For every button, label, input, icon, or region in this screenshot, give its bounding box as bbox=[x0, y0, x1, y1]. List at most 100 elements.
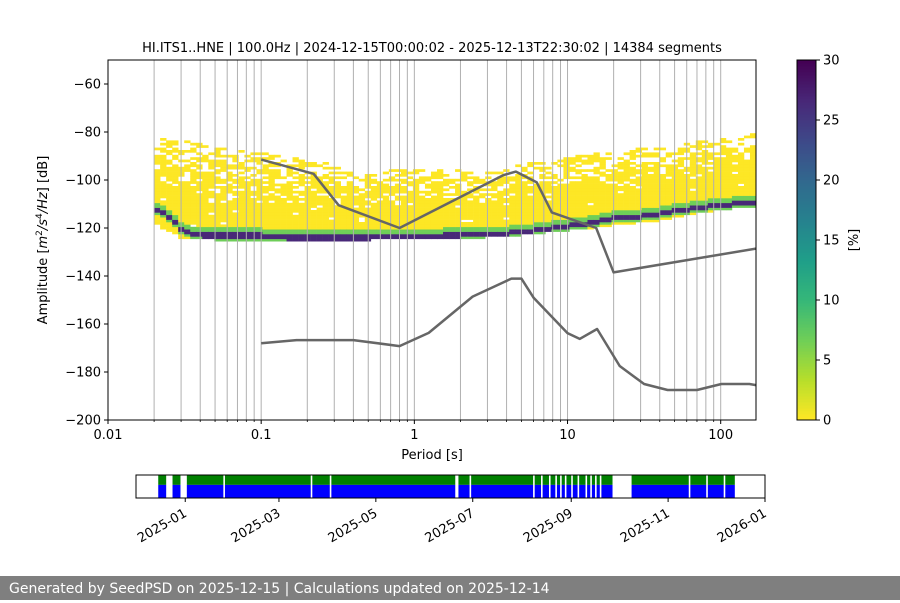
heatmap-cell bbox=[250, 159, 257, 163]
heatmap-cell bbox=[334, 205, 341, 208]
heatmap-cell bbox=[244, 193, 251, 196]
heatmap-cell bbox=[268, 193, 275, 196]
heatmap-cell bbox=[184, 159, 191, 163]
heatmap-cell bbox=[587, 190, 594, 194]
heatmap-cell bbox=[635, 169, 642, 172]
heatmap-cell bbox=[743, 135, 751, 139]
heatmap-cell bbox=[707, 200, 715, 204]
heatmap-cell bbox=[316, 190, 323, 194]
heatmap-cell bbox=[250, 224, 257, 228]
heatmap-cell bbox=[238, 229, 245, 232]
heatmap-cell bbox=[605, 178, 612, 182]
heatmap-cell bbox=[593, 195, 600, 199]
heatmap-cell bbox=[196, 214, 203, 218]
heatmap-cell bbox=[166, 198, 173, 201]
heatmap-cell bbox=[430, 183, 438, 187]
heatmap-cell bbox=[430, 207, 438, 211]
colorbar-step bbox=[797, 417, 816, 421]
heatmap-cell bbox=[184, 229, 191, 232]
heatmap-cell bbox=[244, 207, 251, 211]
heatmap-cell bbox=[569, 188, 576, 192]
heatmap-cell bbox=[244, 214, 251, 218]
heatmap-cell bbox=[563, 188, 570, 192]
heatmap-cell bbox=[479, 222, 486, 225]
heatmap-cell bbox=[166, 219, 173, 223]
heatmap-cell bbox=[208, 217, 215, 220]
colorbar-step bbox=[797, 114, 816, 118]
heatmap-cell bbox=[286, 181, 293, 184]
heatmap-cell bbox=[731, 202, 739, 206]
heatmap-cell bbox=[719, 169, 727, 172]
heatmap-cell bbox=[328, 202, 335, 206]
heatmap-cell bbox=[551, 198, 558, 201]
heatmap-cell bbox=[430, 188, 438, 192]
heatmap-cell bbox=[280, 219, 287, 223]
heatmap-cell bbox=[250, 183, 257, 187]
heatmap-cell bbox=[160, 142, 167, 146]
heatmap-cell bbox=[443, 200, 450, 204]
heatmap-cell bbox=[545, 166, 552, 170]
heatmap-cell bbox=[707, 198, 715, 201]
heatmap-cell bbox=[394, 174, 402, 177]
heatmap-cell bbox=[539, 169, 546, 172]
heatmap-cell bbox=[256, 193, 263, 196]
heatmap-cell bbox=[695, 171, 703, 175]
heatmap-cell bbox=[166, 171, 173, 175]
heatmap-cell bbox=[635, 202, 642, 206]
heatmap-cell bbox=[743, 195, 751, 199]
heatmap-cell bbox=[256, 171, 263, 175]
heatmap-cell bbox=[268, 219, 275, 223]
heatmap-cell bbox=[226, 212, 233, 216]
heatmap-cell bbox=[443, 210, 450, 213]
heatmap-cell bbox=[274, 164, 281, 168]
heatmap-cell bbox=[298, 222, 305, 225]
heatmap-cell bbox=[346, 210, 354, 213]
heatmap-cell bbox=[485, 200, 492, 204]
heatmap-cell bbox=[328, 166, 335, 170]
heatmap-cell bbox=[358, 238, 366, 242]
heatmap-cell bbox=[184, 207, 191, 211]
heatmap-cell bbox=[653, 195, 660, 199]
heatmap-cell bbox=[322, 200, 329, 204]
heatmap-cell bbox=[214, 234, 221, 237]
heatmap-cell bbox=[617, 171, 624, 175]
heatmap-cell bbox=[461, 171, 468, 175]
heatmap-cell bbox=[154, 217, 161, 220]
heatmap-cell bbox=[418, 226, 426, 230]
heatmap-cell bbox=[449, 236, 456, 240]
heatmap-cell bbox=[166, 210, 173, 213]
heatmap-cell bbox=[581, 202, 588, 206]
heatmap-cell bbox=[551, 222, 558, 225]
heatmap-cell bbox=[737, 195, 745, 199]
heatmap-cell bbox=[208, 236, 215, 240]
heatmap-cell bbox=[467, 214, 474, 218]
heatmap-cell bbox=[647, 190, 654, 194]
heatmap-cell bbox=[208, 183, 215, 187]
heatmap-cell bbox=[340, 229, 348, 232]
heatmap-cell bbox=[394, 207, 402, 211]
heatmap-cell bbox=[611, 171, 618, 175]
heatmap-cell bbox=[160, 186, 167, 189]
heatmap-cell bbox=[497, 231, 504, 235]
heatmap-cell bbox=[569, 198, 576, 201]
heatmap-cell bbox=[298, 202, 305, 206]
heatmap-cell bbox=[166, 183, 173, 187]
heatmap-cell bbox=[647, 152, 654, 156]
heatmap-cell bbox=[388, 222, 396, 225]
heatmap-cell bbox=[394, 188, 402, 192]
heatmap-cell bbox=[665, 190, 673, 194]
heatmap-cell bbox=[214, 212, 221, 216]
heatmap-cell bbox=[497, 212, 504, 216]
heatmap-cell bbox=[689, 183, 697, 187]
heatmap-cell bbox=[545, 200, 552, 204]
heatmap-cell bbox=[202, 214, 209, 218]
heatmap-cell bbox=[587, 214, 594, 218]
heatmap-cell bbox=[316, 222, 323, 225]
heatmap-cell bbox=[298, 178, 305, 182]
heatmap-cell bbox=[238, 226, 245, 230]
heatmap-cell bbox=[479, 207, 486, 211]
heatmap-cell bbox=[250, 178, 257, 182]
heatmap-cell bbox=[346, 219, 354, 223]
heatmap-cell bbox=[551, 214, 558, 218]
heatmap-cell bbox=[268, 224, 275, 228]
